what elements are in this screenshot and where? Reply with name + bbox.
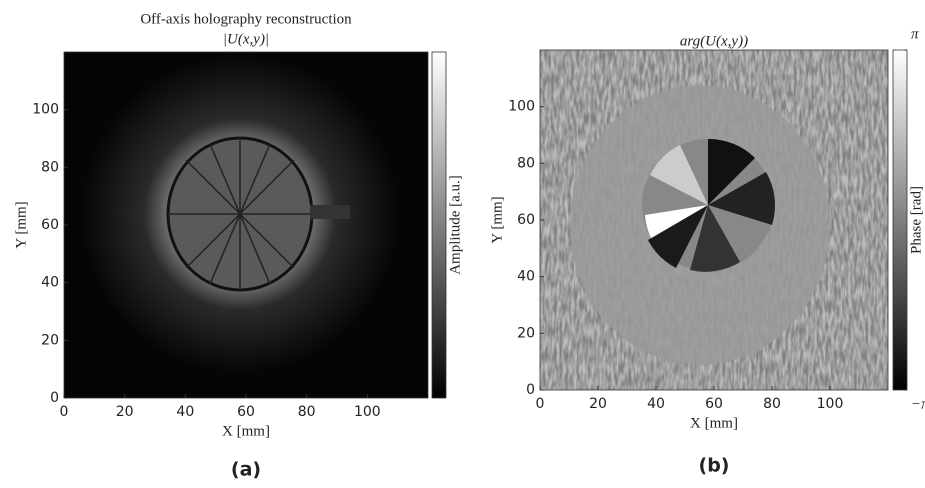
x-tick-label: 0: [60, 404, 69, 420]
x-tick-label: 20: [589, 396, 607, 412]
y-tick-label: 0: [50, 390, 59, 406]
colorbar: [431, 51, 447, 399]
y-tick-label: 0: [526, 382, 535, 398]
x-tick-label: 80: [763, 396, 781, 412]
x-tick-label: 60: [705, 396, 723, 412]
x-tick-label: 100: [817, 396, 844, 412]
x-axis-label: X [mm]: [222, 423, 270, 439]
y-tick-label: 100: [32, 102, 59, 118]
x-tick-label: 80: [298, 404, 316, 420]
colorbar-tick-label: π: [911, 26, 919, 42]
chart-title: arg(U(x,y)): [680, 33, 748, 49]
y-tick-label: 100: [508, 99, 535, 115]
y-tick-label: 80: [41, 159, 59, 175]
x-tick-label: 100: [354, 404, 381, 420]
y-tick-label: 60: [41, 217, 59, 233]
chart-title: Off-axis holography reconstruction: [140, 11, 352, 27]
chart-subtitle: |U(x,y)|: [223, 31, 269, 47]
y-tick-label: 60: [517, 212, 535, 228]
colorbar-label: Amplitude [a.u.]: [447, 175, 463, 275]
x-tick-label: 60: [237, 404, 255, 420]
x-tick-label: 0: [536, 396, 545, 412]
y-tick-label: 20: [41, 332, 59, 348]
colorbar-tick-label: −π: [911, 396, 925, 412]
x-tick-label: 20: [116, 404, 134, 420]
amplitude-image: [64, 52, 428, 398]
y-axis-label: Y [mm]: [489, 196, 505, 243]
y-tick-label: 40: [517, 269, 535, 285]
y-tick-label: 20: [517, 325, 535, 341]
y-axis-label: Y [mm]: [13, 201, 29, 248]
phase-image: [540, 50, 888, 390]
colorbar: [892, 49, 908, 391]
x-tick-label: 40: [176, 404, 194, 420]
panel-caption: (a): [231, 459, 261, 481]
panel-caption: (b): [699, 455, 730, 477]
x-tick-label: 40: [647, 396, 665, 412]
y-tick-label: 40: [41, 275, 59, 291]
colorbar-label: Phase [rad]: [908, 186, 924, 254]
y-tick-label: 80: [517, 155, 535, 171]
x-axis-label: X [mm]: [690, 415, 738, 431]
